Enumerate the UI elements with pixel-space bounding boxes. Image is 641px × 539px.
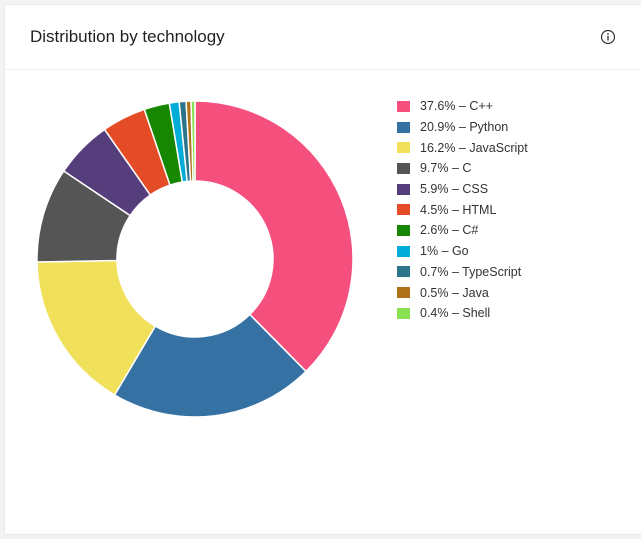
legend-label: 2.6% – C# bbox=[420, 223, 479, 238]
legend-item[interactable]: 5.9% – CSS bbox=[397, 179, 528, 200]
page-title: Distribution by technology bbox=[30, 27, 225, 46]
legend-label: 5.9% – CSS bbox=[420, 182, 489, 197]
legend-swatch bbox=[397, 245, 410, 257]
legend-label: 0.7% – TypeScript bbox=[420, 264, 522, 279]
legend-swatch bbox=[397, 224, 410, 236]
legend-item[interactable]: 2.6% – C# bbox=[397, 220, 528, 241]
legend-swatch bbox=[397, 162, 410, 174]
legend-item[interactable]: 4.5% – HTML bbox=[397, 199, 528, 220]
legend-label: 16.2% – JavaScript bbox=[420, 140, 528, 155]
legend-label: 1% – Go bbox=[420, 244, 469, 259]
legend-item[interactable]: 1% – Go bbox=[397, 241, 528, 262]
legend-item[interactable]: 20.9% – Python bbox=[397, 117, 528, 138]
legend-label: 4.5% – HTML bbox=[420, 202, 497, 217]
legend-item[interactable]: 16.2% – JavaScript bbox=[397, 137, 528, 158]
pie-slice-python[interactable] bbox=[113, 313, 307, 418]
pie-slice-javascript[interactable] bbox=[36, 259, 157, 396]
pie-slice-shell[interactable] bbox=[190, 100, 196, 182]
info-circle-icon[interactable] bbox=[600, 29, 616, 45]
legend-item[interactable]: 9.7% – C bbox=[397, 158, 528, 179]
legend-swatch bbox=[397, 287, 410, 299]
legend-swatch bbox=[397, 183, 410, 195]
legend-swatch bbox=[397, 266, 410, 278]
legend-swatch bbox=[397, 204, 410, 216]
donut-chart bbox=[36, 100, 354, 418]
legend-label: 20.9% – Python bbox=[420, 120, 509, 135]
legend-swatch bbox=[397, 121, 410, 133]
chart-legend: 37.6% – C++ 20.9% – Python 16.2% – JavaScr… bbox=[397, 96, 528, 324]
legend-item[interactable]: 0.7% – TypeScript bbox=[397, 262, 528, 283]
chart-card: Distribution by technology 37.6% – C++ 20… bbox=[4, 4, 641, 535]
legend-label: 37.6% – C++ bbox=[420, 99, 493, 114]
legend-swatch bbox=[397, 142, 410, 154]
pie-slice-cplusplus[interactable] bbox=[194, 100, 354, 373]
legend-label: 9.7% – C bbox=[420, 161, 472, 176]
legend-label: 0.5% – Java bbox=[420, 285, 489, 300]
legend-item[interactable]: 37.6% – C++ bbox=[397, 96, 528, 117]
legend-item[interactable]: 0.4% – Shell bbox=[397, 303, 528, 324]
legend-item[interactable]: 0.5% – Java bbox=[397, 282, 528, 303]
legend-swatch bbox=[397, 100, 410, 112]
legend-label: 0.4% – Shell bbox=[420, 306, 491, 321]
legend-swatch bbox=[397, 307, 410, 319]
card-header: Distribution by technology bbox=[5, 5, 641, 70]
